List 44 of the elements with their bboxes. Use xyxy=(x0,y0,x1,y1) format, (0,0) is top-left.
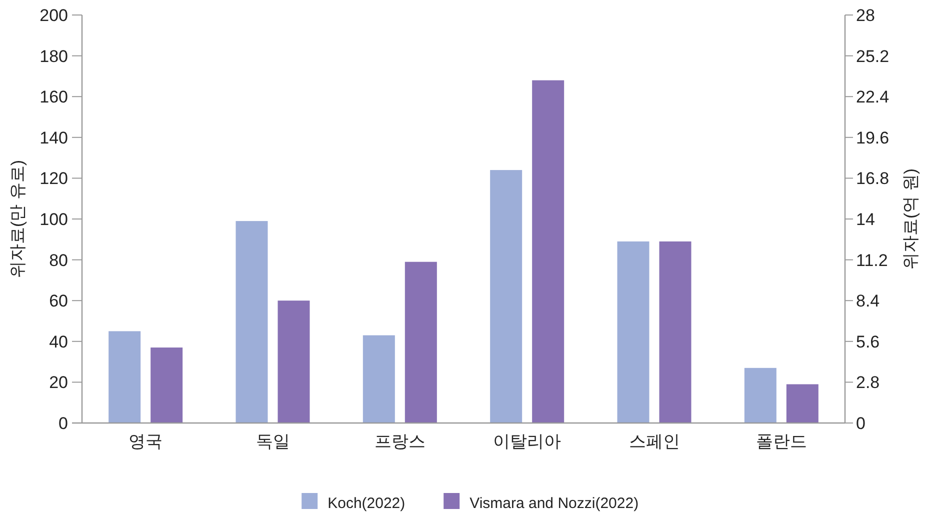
x-tick-label: 스페인 xyxy=(628,432,680,451)
y-tick-label: 120 xyxy=(40,169,68,188)
x-tick-label: 폴란드 xyxy=(756,432,807,451)
y2-tick-label: 14 xyxy=(856,210,875,229)
y-tick-label: 0 xyxy=(58,414,68,433)
bar xyxy=(786,384,818,423)
y2-tick-label: 11.2 xyxy=(856,250,888,270)
bar xyxy=(362,335,395,423)
bar xyxy=(744,368,776,423)
y-tick-label: 60 xyxy=(49,292,68,311)
y2-axis-title: 위자료(억 원) xyxy=(901,168,920,270)
y2-tick-label: 25.2 xyxy=(856,46,890,66)
bar xyxy=(108,331,141,423)
y2-tick-label: 0 xyxy=(856,414,866,433)
bar xyxy=(236,221,268,423)
x-tick-label: 이탈리아 xyxy=(493,432,562,451)
y-tick-label: 160 xyxy=(40,88,68,107)
bar xyxy=(278,300,310,423)
y2-tick-label: 5.6 xyxy=(856,332,880,352)
y2-tick-label: 8.4 xyxy=(856,292,880,311)
x-tick-label: 프랑스 xyxy=(374,432,426,451)
y2-tick-label: 16.8 xyxy=(856,169,890,188)
bar xyxy=(404,262,437,423)
legend-label: Koch(2022) xyxy=(328,495,406,512)
bar xyxy=(617,241,650,423)
y-axis-title: 위자료(만 유로) xyxy=(8,160,27,278)
y-tick-label: 80 xyxy=(49,250,68,270)
bar xyxy=(532,80,564,423)
y2-tick-label: 19.6 xyxy=(856,128,890,148)
bar xyxy=(659,241,692,423)
bar xyxy=(490,170,522,423)
x-tick-label: 영국 xyxy=(128,432,163,451)
x-tick-label: 독일 xyxy=(256,432,290,451)
y-tick-label: 100 xyxy=(40,210,68,229)
bar xyxy=(150,348,183,423)
y-tick-label: 20 xyxy=(49,373,68,392)
y-tick-label: 40 xyxy=(49,332,68,352)
y2-tick-label: 2.8 xyxy=(856,373,880,392)
y-tick-label: 140 xyxy=(40,128,68,148)
y-tick-label: 200 xyxy=(40,6,68,25)
legend-label: Vismara and Nozzi(2022) xyxy=(470,495,639,512)
y2-tick-label: 28 xyxy=(856,6,875,25)
y-tick-label: 180 xyxy=(40,46,68,66)
y2-tick-label: 22.4 xyxy=(856,88,890,107)
